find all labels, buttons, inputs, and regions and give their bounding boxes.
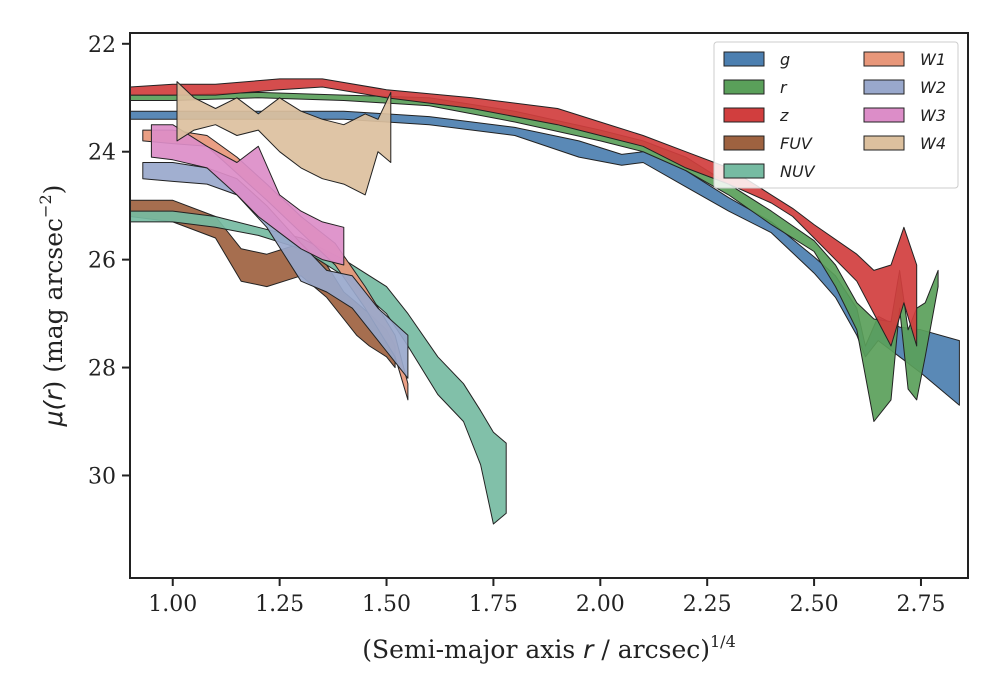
band-fuv	[130, 199, 396, 369]
legend-label-nuv: NUV	[780, 162, 816, 181]
y-tick-label: 26	[88, 249, 116, 274]
band-z	[130, 78, 918, 347]
legend-label-fuv: FUV	[780, 134, 813, 153]
legend-swatch-g	[723, 51, 765, 67]
x-ticks: 1.00 1.25 1.50 1.75 2.00 2.25 2.50 2.75	[148, 578, 945, 617]
legend-label-w2: W2	[920, 78, 946, 97]
legend: grz FUV NUV W1 W2 W3 W4	[713, 41, 959, 189]
legend-swatch-nuv	[723, 163, 765, 179]
legend-swatch-fuv	[723, 135, 765, 151]
x-tick-label: 2.25	[683, 592, 732, 617]
band-g	[130, 110, 960, 406]
legend-label-r: r	[780, 78, 788, 97]
x-tick-label: 2.00	[576, 592, 625, 617]
legend-swatch-z	[723, 107, 765, 123]
y-axis-label: μ(r) (mag arcsec−2)	[36, 185, 68, 428]
band-w4	[176, 81, 392, 196]
axes-frame	[129, 32, 969, 579]
legend-swatch-w3	[863, 107, 905, 123]
band-w3	[150, 124, 345, 266]
x-tick-label: 1.25	[255, 592, 304, 617]
legend-label-w3: W3	[920, 106, 946, 125]
data-bands	[130, 78, 960, 525]
legend-swatch-w2	[863, 79, 905, 95]
x-tick-label: 1.00	[148, 592, 197, 617]
legend-label-w4: W4	[920, 134, 946, 153]
legend-swatch-w4	[863, 135, 905, 151]
x-axis-label: (Semi-major axis r / arcsec)1/4	[362, 632, 736, 664]
x-tick-label: 2.75	[896, 592, 945, 617]
y-tick-label: 30	[88, 464, 116, 489]
y-tick-label: 24	[88, 141, 116, 166]
x-tick-label: 1.75	[469, 592, 518, 617]
legend-label-z: z	[779, 106, 789, 125]
legend-swatch-r	[723, 79, 765, 95]
legend-swatch-w1	[863, 51, 905, 67]
legend-label-w1: W1	[920, 50, 946, 69]
legend-label-g: g	[780, 50, 790, 69]
legend-box	[713, 41, 959, 189]
y-tick-label: 22	[88, 33, 116, 58]
band-nuv	[130, 210, 507, 525]
x-tick-label: 1.50	[362, 592, 411, 617]
y-ticks: 22 24 26 28 30	[88, 33, 130, 489]
y-tick-label: 28	[88, 357, 116, 382]
x-tick-label: 2.50	[790, 592, 839, 617]
